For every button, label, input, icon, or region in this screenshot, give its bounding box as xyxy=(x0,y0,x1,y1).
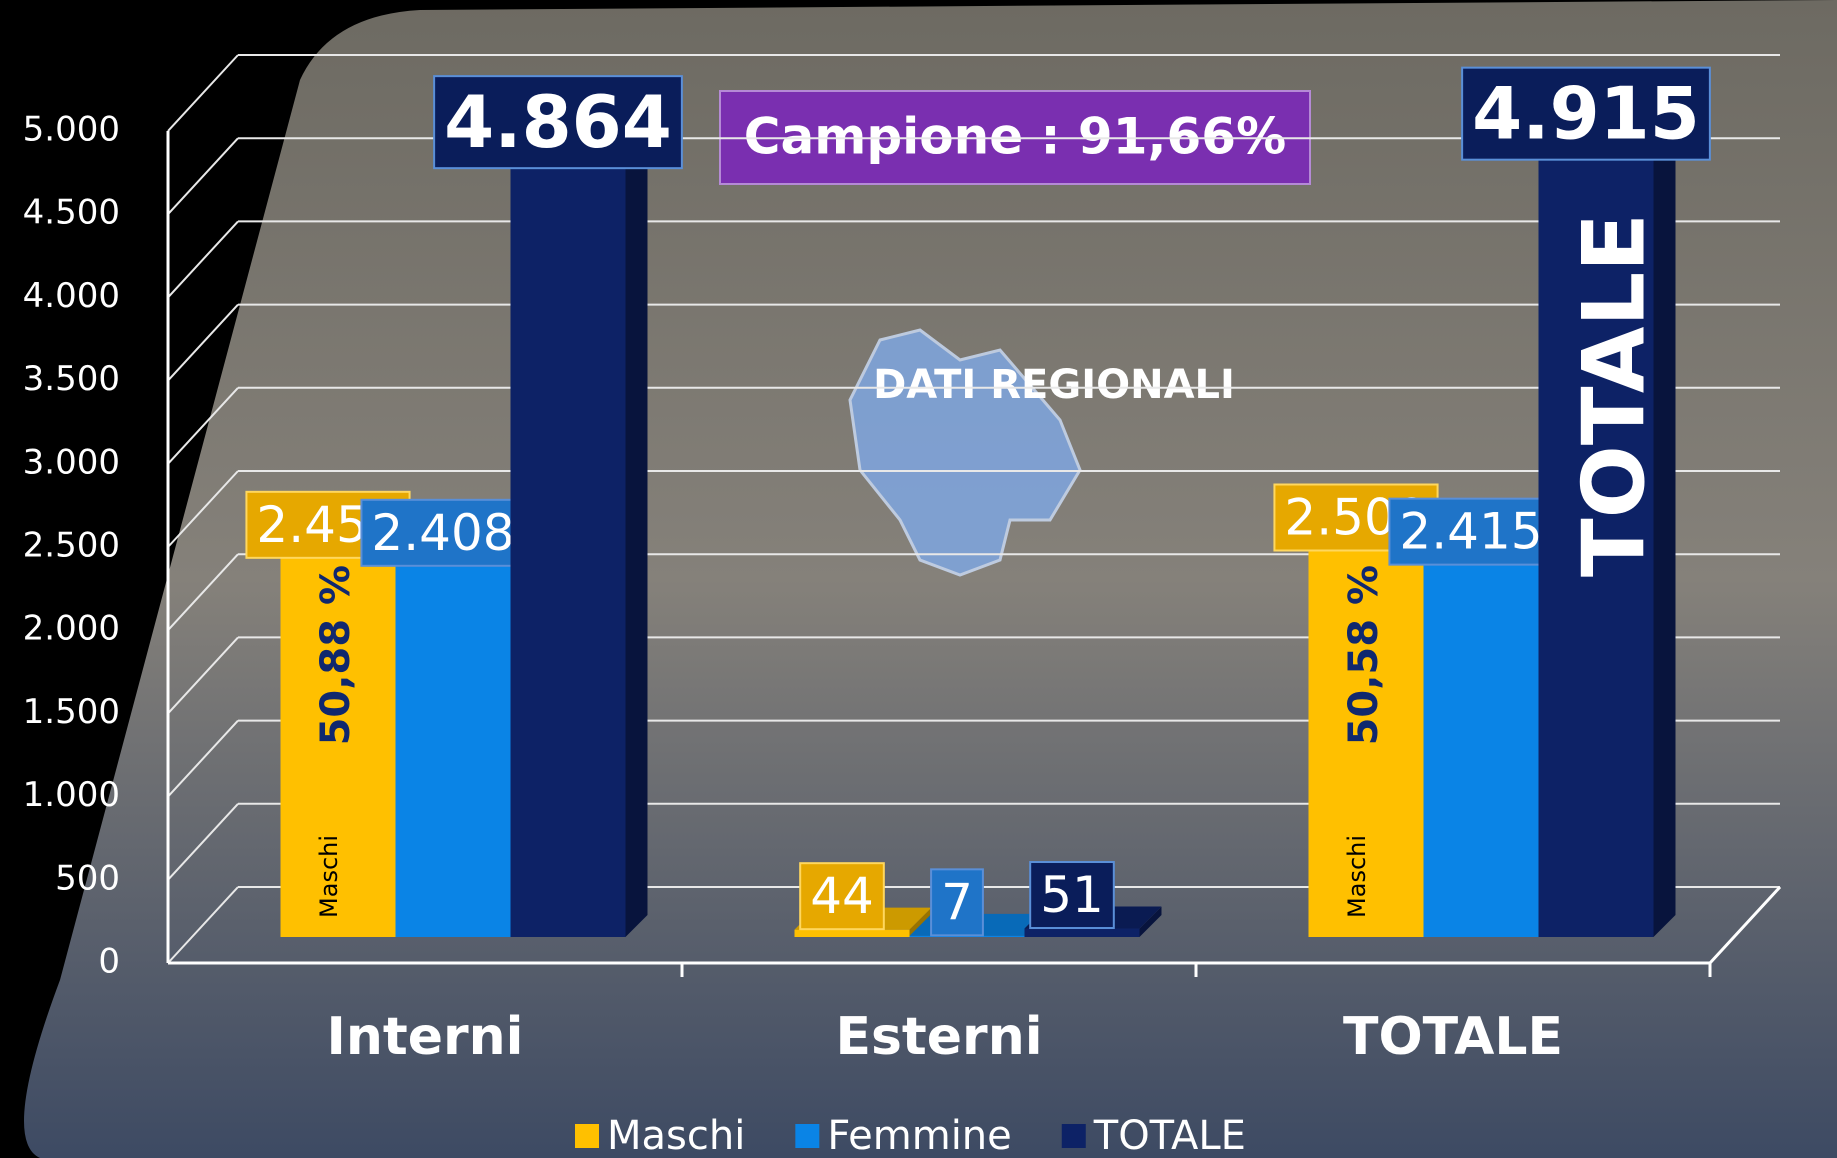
subtitle: DATI REGIONALI xyxy=(873,362,1235,408)
bar xyxy=(1025,929,1140,937)
y-tick-label: 5.000 xyxy=(23,110,120,150)
y-tick-label: 4.500 xyxy=(23,193,120,233)
bar xyxy=(396,536,511,937)
legend-label: Maschi xyxy=(607,1113,745,1158)
value-label: 2.415 xyxy=(1389,499,1552,565)
page: Campione : 91,66% DATI REGIONALI 0 500 1.0… xyxy=(0,0,1837,1158)
bar-side xyxy=(626,106,648,937)
y-tick-label: 1.000 xyxy=(23,775,120,815)
legend-label: TOTALE xyxy=(1093,1113,1246,1158)
y-tick-label: 2.000 xyxy=(23,609,120,649)
value-label-text: 44 xyxy=(810,867,874,925)
value-label: 4.864 xyxy=(434,76,682,168)
value-label-text: 2.415 xyxy=(1399,503,1542,561)
legend-swatch xyxy=(1062,1124,1086,1148)
legend-swatch xyxy=(795,1124,819,1148)
grid-line-side xyxy=(168,138,238,214)
percent-note: 50,58 % xyxy=(1341,565,1387,746)
bar xyxy=(511,128,626,937)
bar xyxy=(795,930,910,937)
x-tick-label: Esterni xyxy=(835,1007,1042,1067)
x-tick-label: TOTALE xyxy=(1343,1007,1563,1067)
y-tick-label: 2.500 xyxy=(23,526,120,566)
x-tick-label: Interni xyxy=(327,1007,524,1067)
legend-swatch xyxy=(575,1124,599,1148)
maschi-note: Maschi xyxy=(1343,835,1371,918)
grid-line-side xyxy=(168,221,238,297)
percent-note: 50,88 % xyxy=(313,565,359,746)
chart-title: Campione : 91,66% xyxy=(744,108,1286,166)
value-label-text: 2.408 xyxy=(371,504,514,562)
value-label-text: 4.864 xyxy=(444,80,672,164)
value-label-text: 51 xyxy=(1040,866,1104,924)
value-label: 2.408 xyxy=(361,500,524,566)
value-label-text: 7 xyxy=(941,873,973,931)
vertical-annotation: TOTALE xyxy=(1564,213,1664,577)
y-tick-label: 500 xyxy=(55,858,120,898)
y-tick-label: 0 xyxy=(98,942,120,982)
y-tick-label: 3.000 xyxy=(23,442,120,482)
maschi-note: Maschi xyxy=(315,835,343,918)
legend-label: Femmine xyxy=(827,1113,1011,1158)
grid-line-side xyxy=(168,55,238,131)
y-tick-label: 4.000 xyxy=(23,276,120,316)
y-tick-label: 1.500 xyxy=(23,692,120,732)
value-label: 44 xyxy=(800,863,884,929)
value-label: 7 xyxy=(931,869,983,935)
value-label: 51 xyxy=(1030,862,1114,928)
value-label-text: 4.915 xyxy=(1472,72,1700,156)
bar xyxy=(1424,535,1539,937)
value-label: 4.915 xyxy=(1462,68,1710,160)
y-tick-label: 3.500 xyxy=(23,359,120,399)
chart: Campione : 91,66% DATI REGIONALI 0 500 1.0… xyxy=(0,0,1837,1158)
